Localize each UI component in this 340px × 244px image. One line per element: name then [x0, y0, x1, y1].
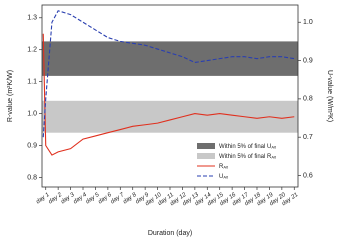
- y-tick-label: 1.3: [27, 15, 37, 22]
- legend-text: Within 5% of final U: [219, 144, 271, 150]
- legend-swatch: [197, 143, 215, 149]
- legend-text: R: [219, 164, 224, 170]
- legend-subscript: Alt: [223, 175, 229, 180]
- legend-text: Within 5% of final R: [219, 154, 272, 160]
- legend-label: UAlt: [219, 174, 229, 180]
- y-tick-label: 1.1: [27, 78, 37, 85]
- band: [42, 100, 298, 133]
- series-line: [42, 10, 295, 138]
- legend-subscript: Alt: [271, 145, 277, 150]
- legend-label: Within 5% of final UAlt: [219, 144, 277, 150]
- y2-tick-label: 0.8: [303, 96, 313, 103]
- y-axis-label: R-value (m²K/W): [7, 70, 14, 122]
- x-axis-label: Duration (day): [148, 230, 192, 237]
- legend-text: U: [219, 174, 223, 180]
- legend-subscript: Alt: [271, 155, 277, 160]
- y2-tick-label: 0.7: [303, 134, 313, 141]
- y2-tick-label: 0.9: [303, 57, 313, 64]
- band: [42, 41, 298, 76]
- legend-label: RAlt: [219, 164, 229, 170]
- legend-swatch: [197, 153, 215, 159]
- y-tick-label: 0.9: [27, 142, 37, 149]
- plot-frame: [41, 4, 299, 188]
- y-tick-label: 0.8: [27, 174, 37, 181]
- y-tick-label: 1.2: [27, 47, 37, 54]
- y2-axis-label: U-value (W/m²K): [326, 70, 333, 122]
- x-tick-label: day 1: [35, 192, 50, 205]
- series-line: [42, 33, 295, 156]
- y2-tick-label: 1.0: [303, 19, 313, 26]
- y-tick-label: 1.0: [27, 110, 37, 117]
- y2-tick-label: 0.6: [303, 172, 313, 179]
- legend-label: Within 5% of final RAlt: [219, 154, 277, 160]
- legend-subscript: Alt: [223, 165, 229, 170]
